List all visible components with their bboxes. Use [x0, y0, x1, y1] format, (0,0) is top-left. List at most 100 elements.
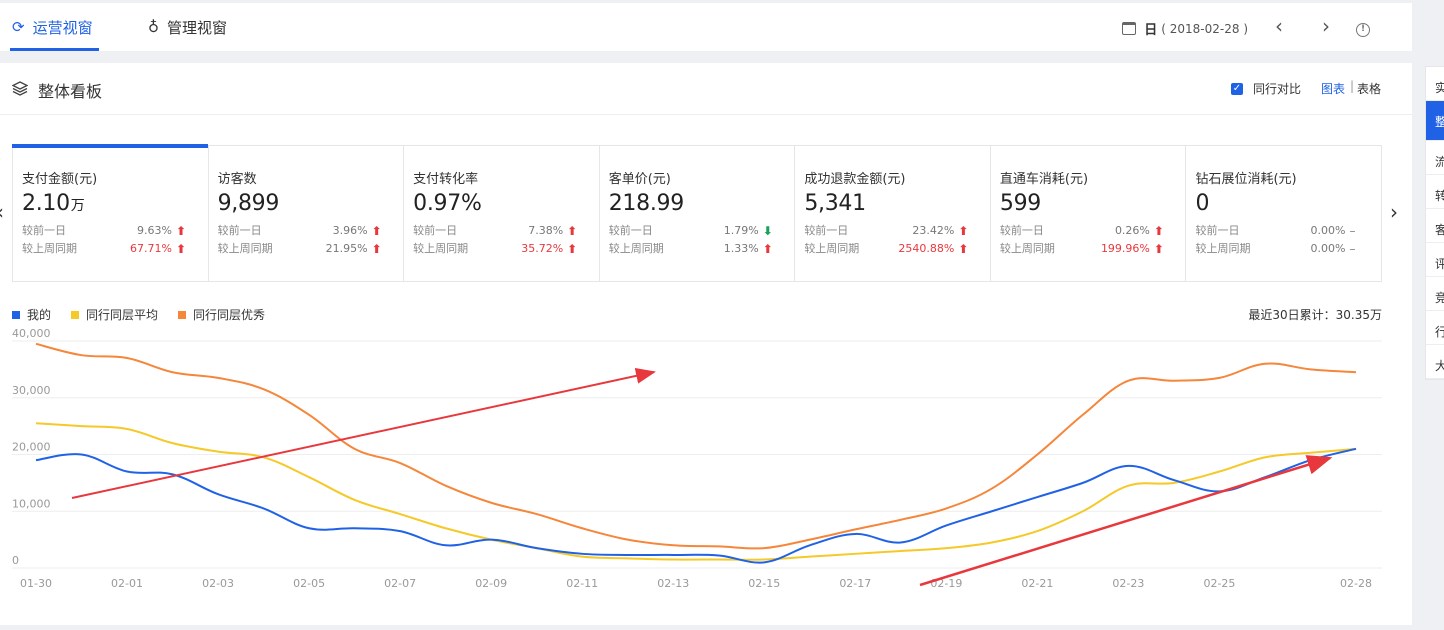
metric-value: 2.10万 [22, 191, 208, 219]
side-nav-item[interactable]: 整 [1426, 101, 1444, 141]
compare-prev-day: 较前一日 9.63% ⬆ [22, 224, 208, 238]
compare-label: 较前一日 [804, 224, 849, 237]
tab-management-view[interactable]: ♁ 管理视窗 [148, 3, 227, 51]
info-icon[interactable]: ! [1356, 23, 1370, 37]
view-chart-link[interactable]: 图表 [1321, 82, 1346, 96]
next-date-button[interactable]: › [1314, 14, 1338, 38]
tab-label: 运营视窗 [32, 18, 93, 37]
compare-label: 较上周同期 [22, 242, 77, 255]
legend-swatch [178, 310, 187, 319]
x-tick-label: 02-23 [1112, 577, 1144, 590]
side-section-nav: 实整流转客评竞行大 [1425, 66, 1444, 380]
metric-label: 钻石展位消耗(元) [1195, 172, 1297, 187]
compare-value: 3.96% [332, 224, 368, 237]
side-nav-item[interactable]: 竞 [1426, 277, 1444, 311]
side-nav-item[interactable]: 评 [1426, 243, 1444, 277]
metric-number: 218.99 [608, 191, 684, 216]
metric-card[interactable]: 钻石展位消耗(元) 0 较前一日 0.00% – 较上周同期 0.00% – [1186, 146, 1381, 281]
top-bar: ⟳ 运营视窗 ♁ 管理视窗 日 ( 2018-02-28 ) ‹ › ! [0, 3, 1412, 51]
side-nav-item[interactable]: 客 [1426, 209, 1444, 243]
view-separator: | [1350, 79, 1355, 93]
compare-label: 较上周同期 [217, 242, 273, 255]
compare-label: 较上周同期 [413, 242, 469, 255]
legend-item-peer-average[interactable]: 同行同层平均 [71, 306, 158, 323]
trend-chart: 0 10,000 20,000 30,000 40,000 01-30 02-01 02-03… [12, 327, 1382, 590]
panel-title: 整体看板 [38, 82, 103, 101]
chevron-right-icon: › [1322, 14, 1330, 38]
refresh-icon: ⟳ [12, 18, 25, 36]
metric-card[interactable]: 支付转化率 0.97% 较前一日 7.38% ⬆ 较上周同期 35.72% ⬆ [404, 146, 600, 281]
date-value: ( 2018-02-28 ) [1161, 21, 1248, 36]
metric-value: 0 [1195, 191, 1381, 219]
compare-prev-week: 较上周同期 199.96% ⬆ [999, 242, 1186, 256]
compare-value: 7.38% [528, 224, 564, 237]
side-nav-item[interactable]: 行 [1426, 311, 1444, 345]
chevron-left-icon: ‹ [1275, 14, 1283, 38]
metric-card[interactable]: 支付金额(元) 2.10万 较前一日 9.63% ⬆ 较上周同期 67.71% ⬆ [12, 144, 209, 281]
metric-label: 访客数 [217, 172, 257, 187]
compare-label: 较上周同期 [804, 242, 860, 255]
metric-card[interactable]: 直通车消耗(元) 599 较前一日 0.26% ⬆ 较上周同期 199.96% ⬆ [991, 146, 1187, 281]
trend-up-icon: ⬆ [762, 242, 773, 256]
legend-swatch [12, 310, 20, 319]
x-tick-label: 02-17 [839, 577, 871, 590]
x-tick-label: 02-25 [1203, 577, 1235, 590]
side-nav-item[interactable]: 大 [1426, 345, 1444, 379]
compare-label: 较上周同期 [999, 242, 1055, 255]
tab-operations-view[interactable]: ⟳ 运营视窗 [10, 3, 99, 51]
compare-value: 67.71% [130, 242, 172, 255]
peer-compare-toggle[interactable]: ✓ 同行对比 [1231, 80, 1301, 97]
metric-cards: 支付金额(元) 2.10万 较前一日 9.63% ⬆ 较上周同期 67.71% ⬆ 访客数 9,8… [12, 144, 1382, 282]
metric-value: 599 [1000, 191, 1186, 219]
metric-value: 218.99 [609, 191, 795, 219]
cards-next-arrow[interactable]: › [1390, 200, 1398, 224]
annotation-arrow-down [71, 367, 656, 499]
compare-label: 较上周同期 [1195, 242, 1251, 255]
x-tick-label: 02-13 [657, 577, 689, 590]
cards-prev-arrow[interactable]: ‹ [0, 200, 4, 224]
metric-number: 0.97% [413, 191, 482, 216]
chevron-right-icon: › [1390, 200, 1398, 224]
series-line-peer-average [35, 422, 1357, 561]
compare-prev-day: 较前一日 7.38% ⬆ [413, 224, 599, 238]
side-nav-item[interactable]: 转 [1426, 175, 1444, 209]
metric-card[interactable]: 访客数 9,899 较前一日 3.96% ⬆ 较上周同期 21.95% ⬆ [209, 146, 405, 281]
trend-up-icon: ⬆ [371, 224, 382, 238]
x-tick-label: 01-30 [20, 577, 52, 590]
trend-up-icon: ⬆ [176, 224, 187, 238]
legend-label: 我的 [27, 308, 52, 322]
y-tick-label: 40,000 [12, 327, 51, 340]
compare-prev-week: 较上周同期 2540.88% ⬆ [804, 242, 990, 256]
trend-up-icon: ⬆ [567, 242, 578, 256]
side-nav-item[interactable]: 实 [1426, 67, 1444, 101]
compare-label: 较前一日 [608, 224, 653, 237]
peer-compare-label: 同行对比 [1253, 82, 1302, 96]
trend-flat-icon: – [1349, 242, 1356, 256]
compare-prev-week: 较上周同期 21.95% ⬆ [217, 242, 404, 256]
chart-legend: 我的 同行同层平均 同行同层优秀 [12, 306, 285, 323]
compare-value: 1.33% [723, 242, 759, 255]
prev-date-button[interactable]: ‹ [1267, 14, 1291, 38]
compare-label: 较前一日 [22, 224, 66, 237]
legend-label: 同行同层平均 [86, 308, 159, 322]
compare-prev-day: 较前一日 3.96% ⬆ [218, 224, 404, 238]
compare-value: 0.00% [1310, 224, 1346, 237]
compare-value: 199.96% [1100, 242, 1150, 255]
tab-label: 管理视窗 [167, 18, 228, 37]
view-table-link[interactable]: 表格 [1357, 82, 1382, 96]
trend-down-icon: ⬇ [762, 224, 773, 238]
metric-card[interactable]: 成功退款金额(元) 5,341 较前一日 23.42% ⬆ 较上周同期 2540.88% ⬆ [795, 146, 991, 281]
compare-value: 21.95% [325, 242, 368, 255]
legend-item-peer-best[interactable]: 同行同层优秀 [178, 306, 265, 323]
trend-flat-icon: – [1349, 224, 1356, 238]
compare-value: 2540.88% [898, 242, 955, 255]
legend-item-me[interactable]: 我的 [12, 306, 51, 323]
y-tick-label: 0 [12, 554, 19, 567]
x-tick-label: 02-01 [111, 577, 143, 590]
side-nav-item[interactable]: 流 [1426, 141, 1444, 175]
x-tick-label: 02-11 [566, 577, 598, 590]
date-picker[interactable]: 日 ( 2018-02-28 ) [1122, 19, 1248, 38]
checkbox-checked-icon[interactable]: ✓ [1231, 82, 1243, 95]
y-tick-label: 10,000 [12, 497, 51, 510]
metric-card[interactable]: 客单价(元) 218.99 较前一日 1.79% ⬇ 较上周同期 1.33% ⬆ [600, 146, 796, 281]
